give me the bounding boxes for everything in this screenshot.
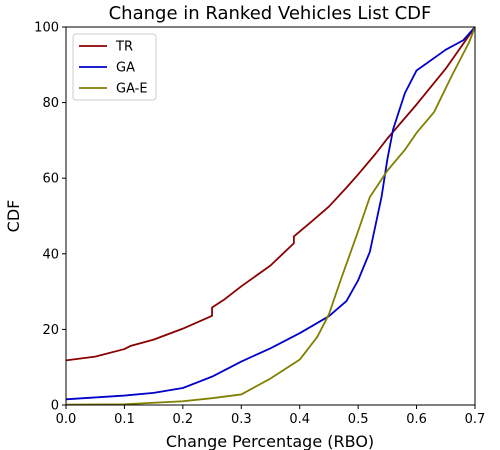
y-tick-label: 0 — [51, 399, 59, 414]
y-axis-label: CDF — [4, 200, 23, 233]
series-line-ga-e — [65, 26, 476, 406]
legend-box — [72, 33, 157, 101]
x-tick-label: 0.1 — [114, 412, 135, 427]
x-tick-label: 0.0 — [56, 412, 77, 427]
legend-label: TR — [115, 40, 133, 55]
y-tick-label: 40 — [42, 247, 59, 262]
x-tick-label: 0.6 — [406, 412, 427, 427]
series-line-ga — [65, 26, 476, 401]
x-tick-label: 0.4 — [289, 412, 310, 427]
legend-label: GA — [116, 61, 135, 76]
series-line-tr — [65, 26, 476, 362]
x-tick-label: 0.2 — [173, 412, 194, 427]
legend-label: GA-E — [116, 82, 148, 97]
plot-frame — [65, 26, 476, 406]
x-tick-label: 0.5 — [348, 412, 369, 427]
y-tick-label: 20 — [42, 323, 59, 338]
y-tick-label: 60 — [42, 172, 59, 187]
plot-area: 0.0 0.1 0.2 0.3 0.4 0.5 0.6 0.7 0 20 40 60 80 100 TR GA… — [34, 21, 485, 428]
x-axis-label: Change Percentage (RBO) — [166, 432, 374, 450]
y-tick-label: 100 — [34, 21, 59, 36]
chart-title: Change in Ranked Vehicles List CDF — [109, 3, 432, 24]
legend: TR GA GA-E — [72, 33, 157, 101]
x-tick-label: 0.7 — [465, 412, 486, 427]
x-tick-label: 0.3 — [231, 412, 252, 427]
y-tick-label: 80 — [42, 96, 59, 111]
